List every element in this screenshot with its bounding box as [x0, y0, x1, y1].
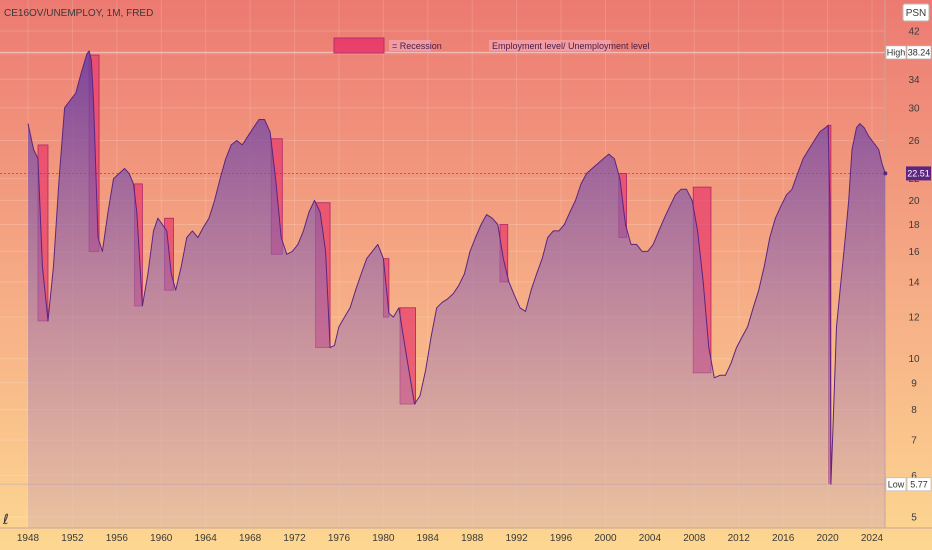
y-tick-label: 16	[908, 247, 920, 258]
high-marker: High 38.24	[885, 45, 932, 60]
x-tick-label: 2000	[594, 533, 617, 544]
x-tick-label: 1952	[61, 533, 84, 544]
high-value: 38.24	[908, 47, 931, 57]
x-tick-label: 2024	[861, 533, 884, 544]
x-tick-label: 1980	[372, 533, 395, 544]
chart-title: CE16OV/UNEMPLOY, 1M, FRED	[4, 8, 153, 19]
logo-icon: ℓ	[2, 512, 9, 528]
series-line	[27, 50, 886, 485]
low-label: Low	[888, 479, 905, 489]
series-layer	[27, 50, 888, 529]
last-point	[883, 171, 888, 176]
x-tick-label: 1948	[17, 533, 40, 544]
y-tick-label: 9	[911, 378, 917, 389]
y-tick-label: 26	[908, 136, 920, 147]
y-tick-label: 6	[911, 471, 917, 482]
high-label: High	[887, 47, 906, 57]
recession-swatch	[333, 37, 385, 54]
series-label-bg	[489, 40, 611, 51]
x-tick-label: 1984	[417, 533, 440, 544]
x-tick-label: 2008	[683, 533, 706, 544]
y-tick-label: 5	[911, 513, 917, 524]
scale-button[interactable]: PSN	[902, 3, 930, 22]
x-tick-label: 1956	[106, 533, 129, 544]
legend: = Recession Employment level/ Unemployme…	[333, 37, 650, 54]
low-value: 5.77	[910, 479, 928, 489]
scale-button-label: PSN	[906, 8, 927, 19]
x-tick-label: 1976	[328, 533, 351, 544]
x-axis[interactable]: 1948 1952 1956 1960 1964 1968 1972 1976 1980 1984…	[17, 533, 884, 544]
x-tick-label: 2012	[728, 533, 751, 544]
x-tick-label: 1960	[150, 533, 173, 544]
y-tick-label: 30	[908, 103, 920, 114]
x-tick-label: 1996	[550, 533, 573, 544]
last-price-value: 22.51	[907, 168, 930, 178]
y-tick-label: 8	[911, 405, 917, 416]
low-marker: Low 5.77	[885, 477, 932, 492]
recession-label-bg	[389, 40, 431, 51]
y-tick-label: 7	[911, 436, 917, 447]
y-tick-label: 18	[908, 220, 920, 231]
x-tick-label: 1988	[461, 533, 484, 544]
x-tick-label: 1972	[283, 533, 306, 544]
y-tick-label: 34	[908, 75, 920, 86]
x-tick-label: 1968	[239, 533, 262, 544]
series-label: Employment level/ Unemployment level	[492, 41, 650, 51]
x-tick-label: 2016	[772, 533, 795, 544]
last-price-tag: 22.51	[906, 166, 931, 181]
y-tick-label: 10	[908, 354, 920, 365]
x-tick-label: 2004	[639, 533, 662, 544]
x-tick-label: 1964	[195, 533, 218, 544]
x-tick-label: 2020	[816, 533, 839, 544]
y-tick-label: 14	[908, 277, 920, 288]
recession-label: = Recession	[392, 41, 442, 51]
y-tick-label: 42	[908, 27, 920, 38]
y-tick-label: 12	[908, 313, 920, 324]
x-tick-label: 1992	[506, 533, 529, 544]
y-tick-label: 20	[908, 196, 920, 207]
